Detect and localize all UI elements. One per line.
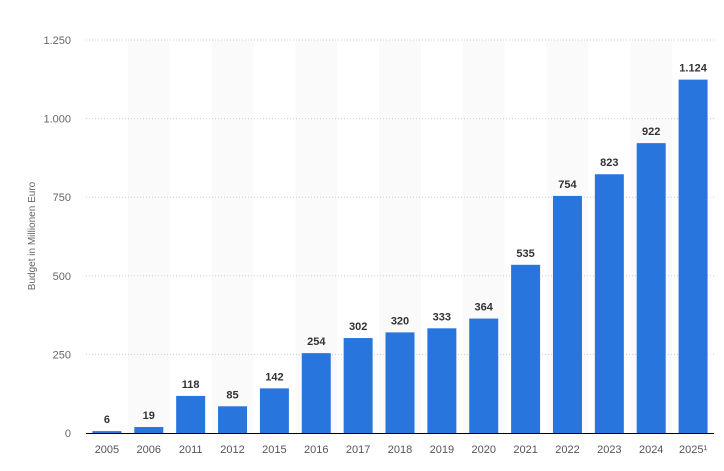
bar	[427, 328, 457, 433]
x-tick-label: 2012	[220, 444, 244, 456]
x-tick-label: 2021	[513, 444, 537, 456]
data-label: 6	[104, 414, 110, 426]
bar	[134, 427, 164, 433]
bar	[343, 338, 373, 433]
y-tick-label: 750	[53, 192, 71, 204]
data-label: 85	[226, 389, 238, 401]
y-axis-label: Budget in Millionen Euro	[27, 181, 38, 290]
band-stripe	[211, 40, 254, 433]
bar	[678, 79, 708, 433]
y-tick-label: 500	[53, 271, 71, 283]
x-tick-label: 2005	[95, 444, 119, 456]
x-tick-label: 2011	[179, 444, 203, 456]
x-tick-label: 2016	[304, 444, 328, 456]
bar	[636, 143, 666, 433]
data-label: 254	[307, 336, 326, 348]
data-label: 142	[265, 371, 283, 383]
x-tick-label: 2018	[388, 444, 412, 456]
x-tick-label: 2017	[346, 444, 370, 456]
x-tick-label: 2006	[137, 444, 161, 456]
x-tick-label: 2024	[639, 444, 663, 456]
x-tick-label: 2022	[555, 444, 579, 456]
y-tick-label: 1.250	[43, 35, 71, 47]
bar	[469, 318, 499, 433]
data-label: 922	[642, 126, 660, 138]
bar	[511, 264, 541, 433]
band-stripe	[127, 40, 170, 433]
bar	[92, 431, 122, 433]
data-label: 535	[516, 248, 534, 260]
x-tick-label: 2023	[597, 444, 621, 456]
bar	[176, 395, 206, 433]
data-label: 118	[182, 379, 200, 391]
bar	[594, 174, 624, 434]
x-tick-label: 2025¹	[679, 444, 707, 456]
bar	[552, 195, 582, 433]
data-label: 19	[143, 410, 155, 422]
y-tick-label: 1.000	[43, 114, 71, 126]
x-tick-label: 2019	[430, 444, 454, 456]
bar	[218, 406, 248, 433]
data-label: 320	[391, 315, 409, 327]
data-label: 333	[433, 311, 451, 323]
x-tick-label: 2020	[471, 444, 495, 456]
data-label: 823	[600, 157, 618, 169]
data-label: 754	[558, 179, 577, 191]
y-tick-label: 0	[65, 428, 71, 440]
bar	[301, 353, 331, 433]
bar	[259, 388, 289, 433]
x-tick-label: 2015	[262, 444, 286, 456]
bar	[385, 332, 415, 433]
data-label: 1.124	[679, 63, 707, 75]
data-label: 364	[475, 302, 494, 314]
y-tick-label: 250	[53, 349, 71, 361]
data-label: 302	[349, 321, 367, 333]
